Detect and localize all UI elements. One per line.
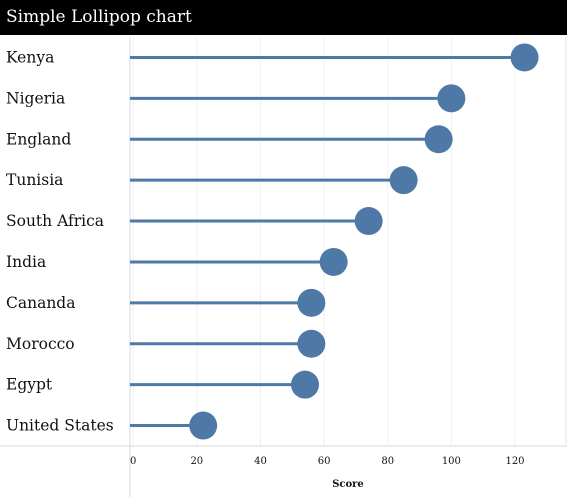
x-tick-label: 120 bbox=[505, 456, 524, 467]
lollipop-marks bbox=[130, 43, 539, 440]
frame-layer bbox=[0, 37, 567, 497]
lollipop-dot bbox=[510, 43, 539, 72]
x-tick-labels: 0 20 40 60 80 100 120 bbox=[130, 456, 525, 467]
category-label: Tunisia bbox=[6, 171, 63, 189]
lollipop-dot bbox=[354, 207, 383, 236]
x-tick-label: 60 bbox=[318, 456, 331, 467]
category-label: United States bbox=[6, 417, 114, 435]
lollipop-dot bbox=[424, 125, 453, 154]
category-label: England bbox=[6, 130, 71, 148]
title-bar: Simple Lollipop chart bbox=[0, 0, 567, 35]
category-label: Cananda bbox=[6, 294, 75, 312]
category-label: South Africa bbox=[6, 212, 104, 230]
x-tick-label: 0 bbox=[130, 456, 136, 467]
x-tick-label: 20 bbox=[190, 456, 203, 467]
x-tick-label: 40 bbox=[254, 456, 267, 467]
x-tick-label: 100 bbox=[442, 456, 461, 467]
category-label: Kenya bbox=[6, 48, 54, 66]
lollipop-dot bbox=[389, 166, 418, 195]
lollipop-dot bbox=[319, 247, 348, 276]
category-label: India bbox=[6, 253, 46, 271]
lollipop-dot bbox=[437, 84, 466, 113]
lollipop-dot bbox=[189, 411, 218, 440]
lollipop-dot bbox=[297, 288, 326, 317]
chart-title: Simple Lollipop chart bbox=[6, 7, 192, 27]
lollipop-dot bbox=[297, 329, 326, 358]
category-labels: Kenya Nigeria England Tunisia South Africa In… bbox=[6, 48, 114, 434]
x-axis-title: Score bbox=[332, 479, 364, 490]
x-tick-label: 80 bbox=[381, 456, 394, 467]
lollipop-dot bbox=[291, 370, 319, 399]
category-label: Nigeria bbox=[6, 89, 65, 107]
category-label: Morocco bbox=[6, 335, 75, 353]
category-label: Egypt bbox=[6, 376, 53, 394]
